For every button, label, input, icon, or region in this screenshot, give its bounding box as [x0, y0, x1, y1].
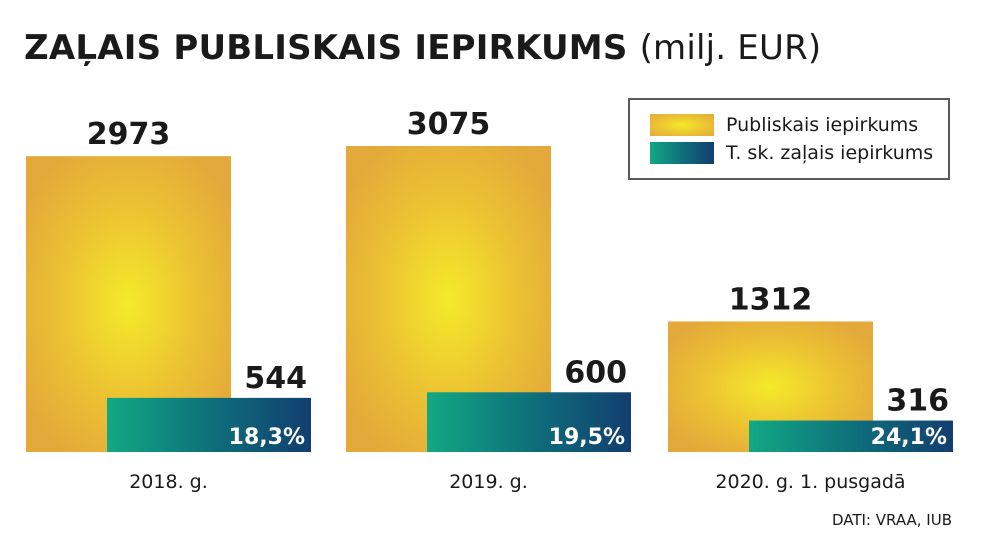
value-label-green-1: 600 [564, 355, 627, 390]
chart-title-unit: (milj. EUR) [639, 28, 822, 68]
category-label-0: 2018. g. [129, 471, 208, 493]
legend-swatch-green [650, 142, 714, 164]
legend-label-public: Publiskais iepirkums [726, 114, 919, 136]
legend-label-green: T. sk. zaļais iepirkums [726, 142, 934, 164]
share-label-0: 18,3% [229, 425, 305, 450]
share-label-1: 19,5% [549, 425, 625, 450]
bar-green-2 [749, 420, 953, 452]
bar-green-1 [427, 392, 631, 452]
chart-title-main: ZAĻAIS PUBLISKAIS IEPIRKUMS [24, 28, 628, 68]
bar-green-0 [107, 397, 311, 452]
legend: Publiskais iepirkums T. sk. zaļais iepir… [628, 98, 950, 180]
value-label-green-0: 544 [244, 361, 307, 396]
value-label-public-0: 2973 [87, 117, 171, 152]
source-note: DATI: VRAA, IUB [831, 511, 952, 529]
value-label-public-1: 3075 [407, 107, 491, 142]
value-label-public-2: 1312 [729, 282, 813, 317]
share-label-2: 24,1% [871, 425, 947, 450]
value-label-green-2: 316 [886, 384, 949, 419]
category-label-1: 2019. g. [449, 471, 528, 493]
legend-item-green: T. sk. zaļais iepirkums [650, 142, 933, 164]
category-label-2: 2020. g. 1. pusgadā [715, 471, 905, 493]
chart-title: ZAĻAIS PUBLISKAIS IEPIRKUMS (milj. EUR) [24, 28, 821, 68]
legend-swatch-public [650, 114, 714, 136]
legend-item-public: Publiskais iepirkums [650, 114, 918, 136]
